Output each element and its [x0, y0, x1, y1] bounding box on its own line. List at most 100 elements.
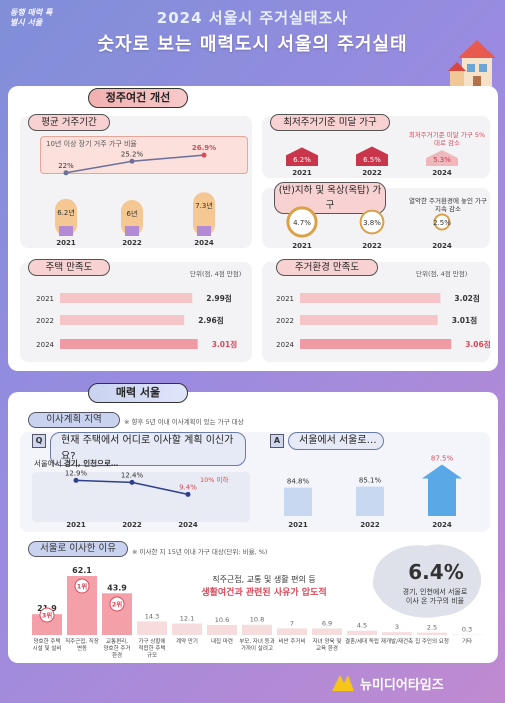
env-sat-unit: 단위(점, 4점 만점) — [416, 270, 468, 278]
reasons-title: 서울로 이사한 이유 — [28, 541, 128, 557]
gyeonggi-point-label: 12.9% — [65, 469, 88, 477]
reasons-value-label: 7 — [290, 619, 294, 627]
footer-brand: 뉴미디어타임즈 — [330, 668, 500, 698]
basement-value-label: 2.5% — [433, 219, 451, 227]
move-plan-note: ※ 향후 5년 이내 이사계획이 있는 가구 대상 — [124, 418, 244, 426]
house-illustration-icon — [448, 40, 496, 88]
substd-bar — [286, 147, 318, 166]
tenure-year-label: 6년 — [127, 209, 138, 218]
substd-x-tick: 2022 — [362, 169, 382, 177]
to-gyeonggi-box — [32, 472, 250, 522]
reasons-x-tick: 교통편리, — [106, 637, 128, 645]
housing-sat-value-label: 3.01점 — [212, 339, 238, 349]
reasons-bar — [32, 614, 62, 635]
reasons-x-tick: 계약 만기 — [176, 637, 198, 645]
housing-sat-bar — [60, 315, 185, 325]
reasons-value-label: 10.6 — [215, 616, 229, 624]
reasons-bar — [137, 621, 167, 635]
env-sat-title: 주거환경 만족도 — [276, 259, 378, 276]
reasons-value-label: 12.1 — [180, 615, 194, 623]
reasons-x-tick: 결혼/세대 독립 — [345, 637, 379, 645]
seoul-x-tick: 2022 — [360, 521, 380, 529]
basement-value-label: 3.8% — [363, 219, 381, 227]
seoul-arrow-head — [422, 464, 462, 479]
gyeonggi-point — [185, 491, 191, 497]
rank-badge-label: 2위 — [112, 600, 123, 609]
tenure-year-label: 6.2년 — [57, 208, 75, 217]
reasons-x-tick: 시설 및 설비 — [33, 644, 62, 652]
env-sat-y-tick: 2022 — [276, 317, 294, 325]
reasons-x-tick: 양호한 주택 — [33, 637, 60, 645]
gyeonggi-point — [73, 477, 79, 483]
env-sat-y-tick: 2024 — [276, 341, 294, 349]
tenure-x-tick: 2021 — [56, 239, 76, 247]
reasons-x-tick: 직주근접, 직장 — [65, 637, 99, 645]
reasons-x-tick: 교육 환경 — [316, 644, 338, 652]
housing-sat-title: 주택 만족도 — [28, 259, 110, 276]
to-gyeonggi-label: 서울에서 경기, 인천으로… — [34, 459, 119, 468]
reasons-bar — [347, 630, 377, 635]
drop-note: 10% 이하 — [200, 476, 229, 484]
rank-badge-label: 1위 — [77, 582, 88, 591]
gyeonggi-point-label: 12.4% — [121, 471, 144, 479]
reasons-x-tick: 부모, 자녀 등과 — [239, 637, 275, 645]
rank-badge-label: 3위 — [42, 611, 53, 620]
rank-badge — [109, 596, 125, 612]
seoul-bar — [428, 478, 456, 516]
tenure-house-icon — [197, 226, 211, 236]
basement-chart: 4.7% 2021 3.8% 2022 2.5% 2024 — [286, 206, 452, 250]
housing-sat-chart: 2021 2.99점 2022 2.96점 2024 3.01점 — [36, 293, 238, 349]
reasons-value-label: 10.8 — [250, 616, 264, 624]
reasons-value-label: 62.1 — [72, 566, 92, 575]
seoul-value-label: 84.8% — [287, 478, 310, 486]
reasons-bar — [382, 632, 412, 635]
basement-value-label: 4.7% — [293, 219, 311, 227]
reasons-x-tick: 가까이 살려고 — [241, 644, 273, 652]
move-answer: 서울에서 서울로… — [288, 432, 384, 450]
reasons-bar — [417, 632, 447, 635]
reasons-x-tick: 비싼 주거비 — [278, 637, 305, 645]
tenure-point-label: 25.2% — [121, 150, 144, 158]
reasons-note: ※ 이사한 지 15년 이내 가구 대상(단위: 비율, %) — [132, 548, 268, 556]
housing-sat-y-tick: 2021 — [36, 295, 54, 303]
seoul-x-tick: 2024 — [432, 521, 452, 529]
housing-sat-unit: 단위(점, 4점 만점) — [190, 270, 242, 278]
reasons-value-label: 0.3 — [462, 626, 472, 634]
housing-sat-y-tick: 2022 — [36, 317, 54, 325]
reasons-x-tick: 재개발/재건축 — [381, 637, 413, 645]
reasons-x-tick: 규모 — [147, 652, 157, 659]
basement-bubble — [286, 206, 318, 238]
reasons-value-label: 14.3 — [145, 612, 159, 620]
basement-note: 열악한 주거환경에 놓인 가구 지속 감소 — [409, 197, 487, 213]
substd-x-tick: 2021 — [292, 169, 312, 177]
section-title-living: 정주여건 개선 — [88, 88, 188, 108]
move-charts: 12.9% 2021 12.4% 2022 9.4% 2024 84.8% 2021 85.1%… — [65, 455, 462, 529]
housing-sat-bar — [60, 293, 193, 303]
gyeonggi-x-tick: 2022 — [122, 521, 142, 529]
tenure-note: 10년 이상 장기 거주 가구 비율 — [46, 140, 137, 148]
substd-value-label: 5.3% — [433, 156, 451, 164]
page-title: 숫자로 보는 매력도시 서울의 주거실태 — [97, 34, 408, 55]
reasons-callout1: 직주근접, 교통 및 생활 편의 등 — [212, 575, 316, 584]
big-value: 6.4% — [408, 560, 464, 584]
reasons-value-label: 3 — [395, 623, 399, 631]
housing-sat-value-label: 2.99점 — [206, 293, 232, 303]
tenure-point — [129, 158, 135, 164]
big-label: 경기, 인천에서 서울로 이사 온 가구의 비율 — [402, 588, 468, 605]
env-sat-chart: 2021 3.02점 2022 3.01점 2024 3.06점 — [276, 293, 490, 349]
substd-value-label: 6.5% — [363, 156, 381, 164]
reasons-callout2: 생활여건과 관련된 사유가 압도적 — [201, 588, 327, 598]
basement-title: (반)지하 및 옥상(옥탑) 가구 — [274, 182, 386, 214]
tenure-point-label: 26.9% — [192, 144, 216, 152]
reasons-x-tick: 양호한 주거 — [103, 644, 130, 652]
env-sat-value-label: 3.01점 — [452, 315, 478, 325]
env-sat-value-label: 3.02점 — [454, 293, 480, 303]
reasons-bar — [207, 624, 237, 635]
move-plan-title: 이사계획 지역 — [28, 412, 120, 428]
gyeonggi-point — [129, 479, 135, 485]
tenure-year-label: 7.3년 — [195, 201, 213, 210]
gyeonggi-point-label: 9.4% — [179, 483, 197, 491]
substd-chart: 6.2% 2021 6.5% 2022 5.3% 2024 — [286, 146, 458, 177]
section-title-attractive: 매력 서울 — [88, 383, 188, 403]
tenure-point-label: 22% — [58, 162, 74, 170]
